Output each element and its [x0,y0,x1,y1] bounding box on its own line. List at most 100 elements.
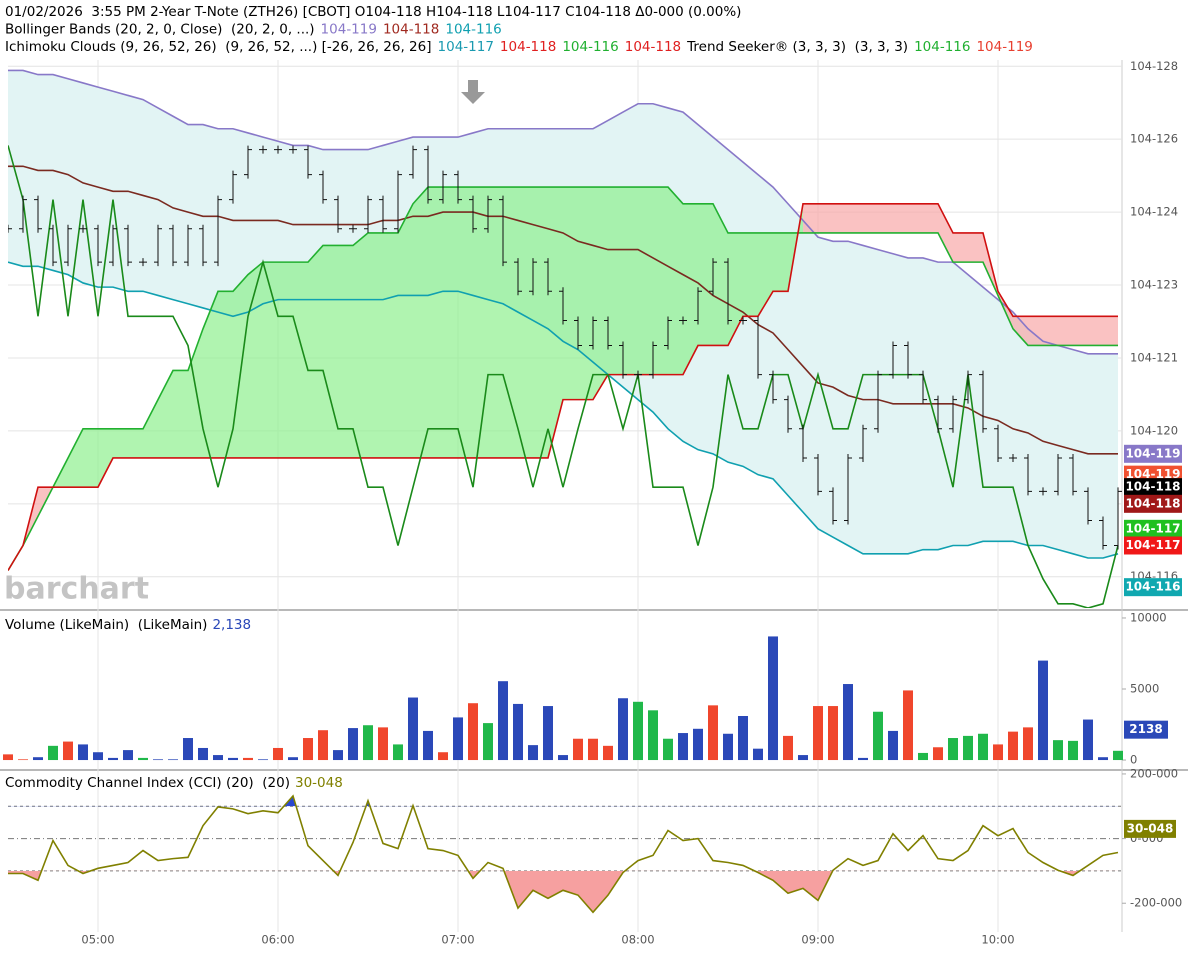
cloud-fill [263,262,278,458]
x-tick-label: 08:00 [621,933,654,947]
volume-label-box [1124,720,1168,739]
volume-bar [438,752,448,761]
price-bar [619,341,627,379]
price-bar [964,370,972,404]
volume-bar [408,697,418,761]
volume-bar [738,716,748,761]
volume-bar [693,728,703,761]
cloud-fill [773,232,788,292]
volume-bar [1098,757,1108,761]
cloud-fill [1043,316,1058,346]
y-tick-label: 10000 [1130,610,1167,624]
volume-bar [483,723,493,761]
price-label: 104-119 [1125,446,1180,460]
volume-bar [393,744,403,761]
cloud-fill [683,203,698,375]
price-bar [49,224,57,267]
volume-bar [978,733,988,761]
price-bar [604,316,612,350]
price-bar [64,224,72,267]
panel-title: Commodity Channel Index (CCI) (20) (20) 3… [5,775,343,791]
cloud-fill [383,232,398,458]
cloud-fill [923,203,938,233]
volume-bar [183,738,193,761]
cloud-fill [278,262,293,458]
price-bar [784,395,792,433]
price-bar [79,224,87,233]
cloud-fill [668,187,683,375]
volume-bar [333,750,343,761]
price-bar [394,170,402,233]
price-bar [1039,487,1047,496]
header: 01/02/2026 3:55 PM 2-Year T-Note (ZTH26)… [5,4,1033,55]
price-label: 104-118 [1125,496,1180,510]
cloud-fill [728,232,743,346]
price-bar [634,370,642,379]
volume-bar [648,710,658,761]
volume-bar [423,730,433,761]
cloud-fill [443,187,458,458]
cloud-fill [1073,316,1088,346]
price-bar [889,341,897,379]
price-bar [844,453,852,525]
cloud-fill [413,187,428,458]
cloud-fill [593,187,608,400]
price-bar [469,195,477,233]
price-bar [919,370,927,404]
price-bar [679,316,687,325]
cloud-fill [833,203,848,233]
price-bar [709,258,717,296]
volume-bar [108,757,118,761]
price-bar [364,195,372,233]
price-bar [649,341,657,379]
volume-bar [228,757,238,761]
volume-bar [918,752,928,761]
cloud-fill [458,187,473,458]
panel-reading: 30-048 [295,775,343,791]
volume-bar [798,755,808,761]
price-bar [289,145,297,154]
cloud-fill [563,187,578,400]
price-bar [349,224,357,233]
cloud-fill [848,203,863,233]
price-bar [544,258,552,296]
panel-reading: 2,138 [212,617,251,633]
price-bar [754,316,762,379]
price-bar [319,170,327,204]
y-tick-label: 104-123 [1130,278,1178,292]
price-bar [949,395,957,433]
y-tick-label: 0 [1130,753,1137,767]
y-tick-label: 200-000 [1130,766,1178,780]
volume-bar [3,754,13,761]
y-tick-label: 104-128 [1130,59,1178,73]
volume-bar [18,759,28,761]
price-bar [799,424,807,462]
cloud-fill [908,203,923,233]
y-tick-label: 104-126 [1130,132,1178,146]
volume-bar [498,681,508,761]
header-text: 104-118 [383,22,439,38]
watermark: barchart [4,572,149,607]
price-label-box [1124,519,1182,538]
volume-bar [1008,731,1018,761]
cci-line [8,794,1119,914]
volume-bar [783,735,793,761]
cloud-fill [158,370,173,458]
volume-bar [213,755,223,761]
price-label-box [1124,444,1182,463]
volume-bar [768,636,778,761]
volume-bar [93,752,103,761]
x-tick-label: 09:00 [801,933,834,947]
volume-bar [453,717,463,761]
price-label: 104-118 [1125,480,1180,494]
volume-bar [1083,719,1093,761]
volume-bar [858,757,868,761]
volume-bar [588,738,598,761]
cloud-fill [818,203,833,233]
cloud-fill [323,245,338,458]
price-bar [439,170,447,204]
cci-panel: Commodity Channel Index (CCI) (20) (20) 3… [5,775,1122,914]
price-bar [304,145,312,179]
cloud-fill [233,274,248,458]
